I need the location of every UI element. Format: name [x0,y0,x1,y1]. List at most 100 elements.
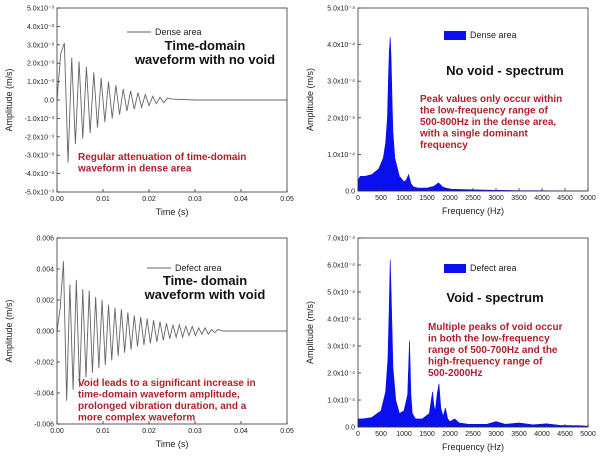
y-axis-label: Amplitude (m/s) [305,68,315,131]
y-tick-label: 2.0x10⁻³ [27,61,55,68]
y-tick-label: 7.0x10⁻⁴ [327,236,355,243]
x-tick-label: 1000 [396,431,412,438]
y-tick-label: 3.0x10⁻⁴ [327,79,355,86]
x-tick-label: 3500 [511,195,527,202]
chart-title-line: Time- domain [163,273,247,288]
chart-2: 0 500 1000 1500 2000 2500 3000 3500 4000 4500 5000… [305,6,596,217]
y-tick-label: 4.0x10⁻³ [27,24,55,31]
x-tick-label: 0.01 [96,428,110,435]
x-axis-label: Frequency (Hz) [442,442,504,452]
x-tick-label: 0.03 [188,428,202,435]
legend-label: Dense area [470,30,517,40]
y-tick-label: -5.0x10⁻³ [25,190,55,197]
y-tick-label: 0.000 [36,329,54,336]
annotation-line: Void leads to a significant increase in [78,378,256,389]
y-axis-label: Amplitude (m/s) [4,299,14,362]
y-tick-label: 5.0x10⁻³ [27,6,55,13]
annotation-line: 500-2000Hz [428,368,482,379]
x-tick-label: 5000 [580,195,596,202]
y-tick-label: 0.006 [36,236,54,243]
y-axis-label: Amplitude (m/s) [4,68,14,131]
x-axis-label: Frequency (Hz) [442,206,504,216]
annotation-line: with a single dominant [419,129,528,140]
y-tick-label: -0.004 [34,391,54,398]
x-tick-label: 0.04 [234,428,248,435]
annotation-line: 500-800Hz in the dense area, [420,117,556,128]
x-tick-label: 3500 [511,431,527,438]
x-tick-label: 500 [375,431,387,438]
annotation-line: waveform in dense area [77,164,192,175]
x-tick-label: 2000 [442,195,458,202]
y-tick-label: -3.0x10⁻³ [25,153,55,160]
x-tick-label: 1500 [419,431,435,438]
x-tick-label: 1500 [419,195,435,202]
chart-title-line: Time-domain [165,38,246,53]
annotation-line: time-domain waveform amplitude, [78,390,240,401]
annotation-line: prolonged vibration duration, and a [78,401,247,412]
y-tick-label: 0.0 [44,98,54,105]
x-tick-label: 0.05 [280,196,294,203]
y-tick-label: 6.0x10⁻⁴ [327,263,355,270]
annotation-line: Regular attenuation of time-domain [78,152,246,163]
annotation-line: Multiple peaks of void occur [428,322,563,333]
chart-title-line: waveform with no void [134,52,275,67]
series-line-1 [56,261,287,401]
y-tick-label: 4.0x10⁻⁴ [327,317,355,324]
x-tick-label: 0 [356,195,360,202]
annotation-line: in both the low-frequency [428,334,550,345]
x-tick-label: 500 [375,195,387,202]
legend-swatch [444,31,466,40]
x-tick-label: 0.02 [142,428,156,435]
x-tick-label: 1000 [396,195,412,202]
y-tick-label: 1.0x10⁻⁴ [327,398,355,405]
x-tick-label: 2500 [465,195,481,202]
chart-3: 0.00 0.01 0.02 0.03 0.04 0.05 -0.006 -0.004 -0.0… [4,236,294,450]
x-tick-label: 0.05 [280,428,294,435]
x-tick-label: 3000 [488,431,504,438]
chart-title-line: waveform with void [144,287,266,302]
annotation-line: high-frequency range of [428,357,543,368]
y-tick-label: 0.002 [36,298,54,305]
y-tick-label: -0.006 [34,422,54,429]
series-area-1 [357,37,588,192]
x-tick-label: 0 [356,431,360,438]
chart-title-line: No void - spectrum [446,63,564,78]
annotation-line: range of 500-700Hz and the [428,345,558,356]
legend-swatch [444,264,466,273]
x-tick-label: 0.00 [50,196,64,203]
x-tick-label: 4000 [534,431,550,438]
series-area-1 [357,259,589,428]
chart-title-line: Void - spectrum [446,290,543,305]
x-tick-label: 4000 [534,195,550,202]
y-tick-label: -4.0x10⁻³ [25,171,55,178]
y-tick-label: 1.0x10⁻³ [27,79,55,86]
y-tick-label: 2.0x10⁻⁴ [327,371,355,378]
chart-1: 0.00 0.01 0.02 0.03 0.04 0.05 -5.0x10⁻³ -4.0x10… [4,6,294,218]
y-tick-label: 0.0 [345,189,355,196]
annotation-line: more complex waveform [78,413,195,424]
x-tick-label: 5000 [580,431,596,438]
x-tick-label: 4500 [557,431,573,438]
y-tick-label: 5.0x10⁻⁴ [327,290,355,297]
annotation-line: frequency [420,140,468,151]
y-axis-label: Amplitude (m/s) [305,301,315,364]
y-tick-label: -2.0x10⁻³ [25,134,55,141]
x-tick-label: 2500 [465,431,481,438]
x-tick-label: 0.03 [188,196,202,203]
y-tick-label: 0.004 [36,267,54,274]
legend-label: Defect area [470,263,517,273]
legend-label: Defect area [175,263,222,273]
series-line-1 [56,42,287,163]
annotation-line: the low-frequency range of [420,106,548,117]
y-tick-label: 0.0 [345,425,355,432]
x-tick-label: 0.00 [50,428,64,435]
y-tick-label: 3.0x10⁻⁴ [327,344,355,351]
x-tick-label: 0.04 [234,196,248,203]
x-tick-label: 2000 [442,431,458,438]
y-tick-label: 2.0x10⁻⁴ [327,115,355,122]
x-tick-label: 3000 [488,195,504,202]
x-axis-label: Time (s) [156,439,189,449]
chart-4: 0 500 1000 1500 2000 2500 3000 3500 4000 4500 5000… [305,236,596,453]
y-tick-label: 5.0x10⁻⁴ [327,6,355,13]
